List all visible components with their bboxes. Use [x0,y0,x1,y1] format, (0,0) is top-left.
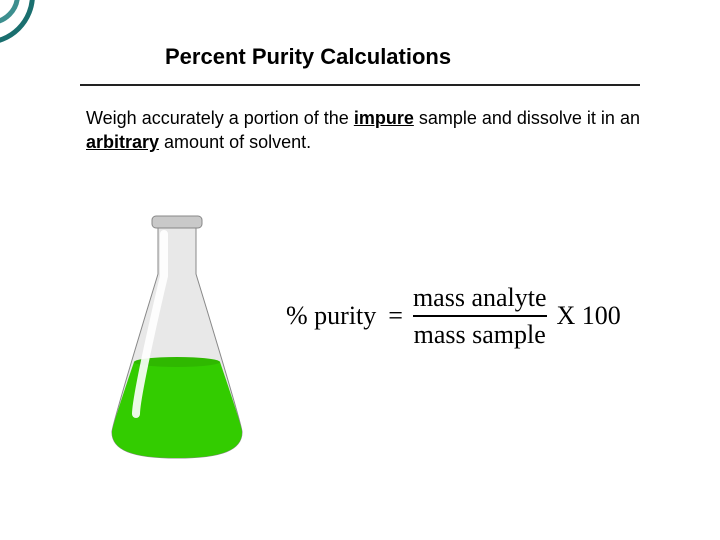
slide-title: Percent Purity Calculations [165,44,451,70]
formula-fraction: mass analyte mass sample [413,282,547,350]
formula-times-100: X 100 [557,301,621,331]
flask-liquid [112,362,242,458]
text-seg-3: amount of solvent. [159,132,311,152]
underlined-arbitrary: arbitrary [86,132,159,152]
title-underline [80,84,640,86]
instruction-text: Weigh accurately a portion of the impure… [86,106,646,155]
formula-numerator: mass analyte [413,282,547,313]
fraction-bar [413,315,547,317]
formula-denominator: mass sample [414,319,546,350]
flask-lip [152,216,202,228]
text-seg-1: Weigh accurately a portion of the [86,108,354,128]
formula-lhs: % purity [286,301,376,331]
text-seg-2: sample and dissolve it in an [414,108,640,128]
formula-equals: = [388,301,403,331]
flask-icon [102,204,252,464]
purity-formula: % purity = mass analyte mass sample X 10… [286,282,621,350]
underlined-impure: impure [354,108,414,128]
